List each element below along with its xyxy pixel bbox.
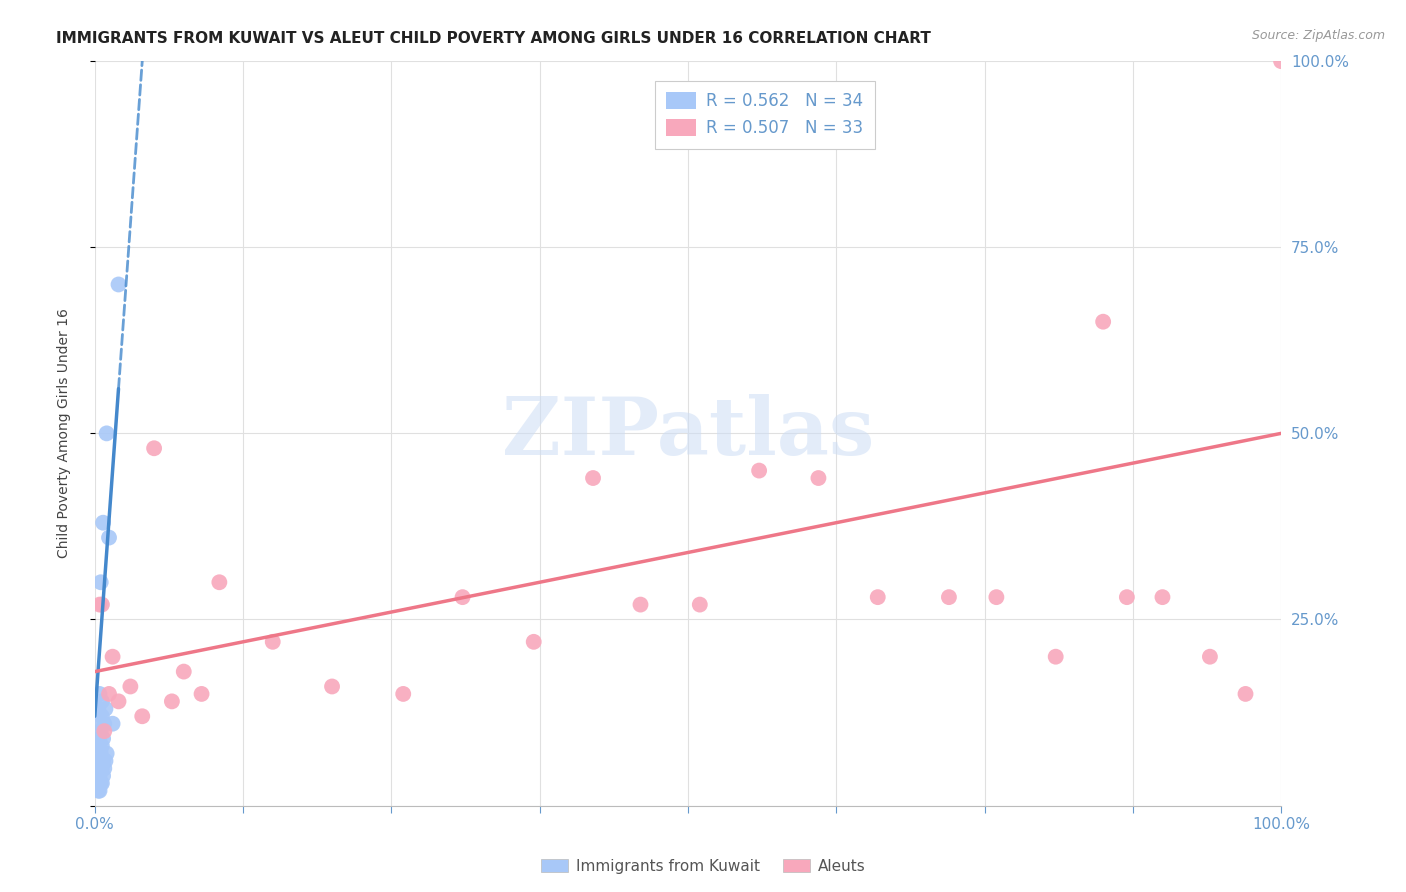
Point [392,687,415,701]
Point [93,716,115,731]
Point [94,702,117,716]
Point [1270,54,1292,69]
Point [321,680,343,694]
Point [143,442,166,456]
Point [630,598,652,612]
Point [90,709,112,723]
Point [90,776,112,790]
Text: Source: ZipAtlas.com: Source: ZipAtlas.com [1251,29,1385,42]
Point [1092,315,1115,329]
Legend: Immigrants from Kuwait, Aleuts: Immigrants from Kuwait, Aleuts [534,853,872,880]
Point [90,761,112,775]
Point [96,747,118,761]
Point [986,590,1008,604]
Point [87,769,110,783]
Point [1234,687,1257,701]
Point [689,598,711,612]
Point [91,731,114,746]
Point [90,747,112,761]
Point [87,702,110,716]
Point [89,598,111,612]
Point [938,590,960,604]
Point [93,761,115,775]
Point [89,716,111,731]
Point [866,590,889,604]
Point [523,635,546,649]
Point [89,754,111,768]
Point [89,783,111,797]
Point [87,783,110,797]
Point [208,575,231,590]
Point [87,754,110,768]
Point [90,598,112,612]
Point [87,739,110,753]
Point [131,709,153,723]
Text: ZIPatlas: ZIPatlas [502,394,875,473]
Point [89,731,111,746]
Point [120,680,142,694]
Point [91,754,114,768]
Point [1045,649,1067,664]
Point [89,687,111,701]
Y-axis label: Child Poverty Among Girls Under 16: Child Poverty Among Girls Under 16 [58,309,72,558]
Point [98,531,121,545]
Point [101,716,124,731]
Legend: R = 0.562   N = 34, R = 0.507   N = 33: R = 0.562 N = 34, R = 0.507 N = 33 [655,80,876,149]
Point [90,776,112,790]
Point [807,471,830,485]
Point [90,739,112,753]
Point [1115,590,1137,604]
Point [582,471,605,485]
Point [96,426,118,441]
Point [90,761,112,775]
Point [93,724,115,739]
Point [89,769,111,783]
Point [190,687,212,701]
Point [90,724,112,739]
Point [173,665,195,679]
Point [1152,590,1174,604]
Text: IMMIGRANTS FROM KUWAIT VS ALEUT CHILD POVERTY AMONG GIRLS UNDER 16 CORRELATION C: IMMIGRANTS FROM KUWAIT VS ALEUT CHILD PO… [56,31,931,46]
Point [91,516,114,530]
Point [107,694,129,708]
Point [107,277,129,292]
Point [91,769,114,783]
Point [90,575,112,590]
Point [101,649,124,664]
Point [98,687,121,701]
Point [748,464,770,478]
Point [1199,649,1222,664]
Point [262,635,284,649]
Point [451,590,474,604]
Point [90,694,112,708]
Point [160,694,183,708]
Point [94,754,117,768]
